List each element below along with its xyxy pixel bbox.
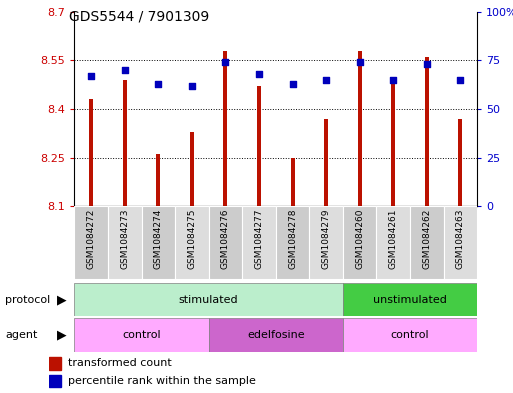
Bar xyxy=(175,206,209,279)
Bar xyxy=(343,206,377,279)
Text: control: control xyxy=(391,330,429,340)
Text: control: control xyxy=(122,330,161,340)
Bar xyxy=(425,57,429,206)
Bar xyxy=(410,206,444,279)
Bar xyxy=(209,318,343,352)
Point xyxy=(423,61,431,68)
Point xyxy=(154,81,163,87)
Bar xyxy=(142,206,175,279)
Text: GSM1084272: GSM1084272 xyxy=(87,209,95,269)
Text: GSM1084261: GSM1084261 xyxy=(389,209,398,269)
Bar xyxy=(276,206,309,279)
Text: ▶: ▶ xyxy=(57,329,66,342)
Text: agent: agent xyxy=(5,330,37,340)
Bar xyxy=(223,51,227,206)
Point xyxy=(389,77,397,83)
Text: transformed count: transformed count xyxy=(68,358,172,368)
Bar xyxy=(343,283,477,316)
Point xyxy=(322,77,330,83)
Bar xyxy=(257,86,261,206)
Text: GSM1084273: GSM1084273 xyxy=(120,209,129,269)
Bar xyxy=(156,154,160,206)
Text: GSM1084263: GSM1084263 xyxy=(456,209,465,269)
Bar xyxy=(290,158,294,206)
Bar xyxy=(123,80,127,206)
Text: GDS5544 / 7901309: GDS5544 / 7901309 xyxy=(69,10,209,24)
Point xyxy=(121,67,129,73)
Point xyxy=(221,59,229,66)
Bar xyxy=(458,119,462,206)
Bar xyxy=(74,206,108,279)
Bar xyxy=(190,132,194,206)
Bar xyxy=(74,283,343,316)
Bar xyxy=(324,119,328,206)
Text: GSM1084260: GSM1084260 xyxy=(355,209,364,269)
Text: GSM1084274: GSM1084274 xyxy=(154,209,163,269)
Bar xyxy=(74,318,209,352)
Text: GSM1084276: GSM1084276 xyxy=(221,209,230,269)
Bar xyxy=(444,206,477,279)
Text: unstimulated: unstimulated xyxy=(373,295,447,305)
Bar xyxy=(89,99,93,206)
Bar xyxy=(309,206,343,279)
Point xyxy=(87,73,95,79)
Bar xyxy=(49,357,61,369)
Point xyxy=(188,83,196,89)
Text: stimulated: stimulated xyxy=(179,295,239,305)
Text: protocol: protocol xyxy=(5,295,50,305)
Bar xyxy=(49,375,61,387)
Bar xyxy=(108,206,142,279)
Point xyxy=(255,71,263,77)
Bar xyxy=(343,318,477,352)
Bar xyxy=(209,206,242,279)
Point xyxy=(288,81,297,87)
Bar xyxy=(377,206,410,279)
Point xyxy=(356,59,364,66)
Bar xyxy=(391,80,395,206)
Point xyxy=(456,77,464,83)
Text: GSM1084262: GSM1084262 xyxy=(422,209,431,269)
Text: GSM1084279: GSM1084279 xyxy=(322,209,330,269)
Text: GSM1084278: GSM1084278 xyxy=(288,209,297,269)
Text: percentile rank within the sample: percentile rank within the sample xyxy=(68,376,256,386)
Text: GSM1084277: GSM1084277 xyxy=(254,209,264,269)
Text: ▶: ▶ xyxy=(57,293,66,306)
Text: GSM1084275: GSM1084275 xyxy=(187,209,196,269)
Bar xyxy=(358,51,362,206)
Text: edelfosine: edelfosine xyxy=(247,330,305,340)
Bar xyxy=(242,206,276,279)
